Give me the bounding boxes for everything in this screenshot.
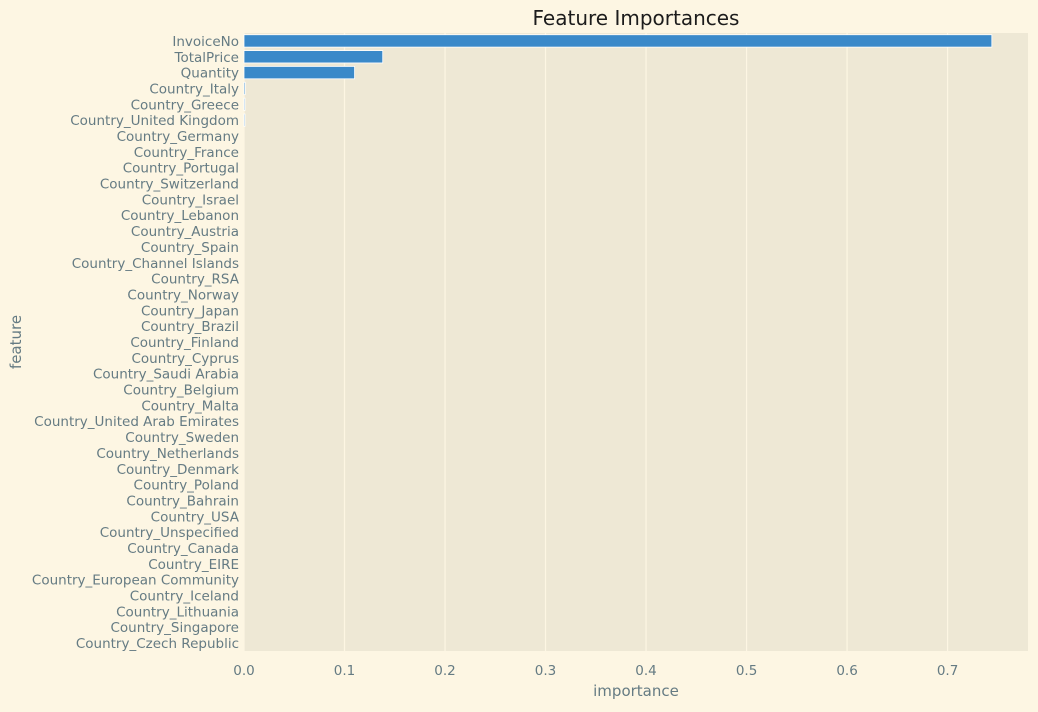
y-tick-label: Country_Norway (127, 287, 239, 303)
y-tick-label: Country_Singapore (111, 620, 240, 636)
x-tick-label: 0.3 (535, 663, 556, 679)
chart-title: Feature Importances (533, 6, 740, 30)
y-tick-label: Country_EIRE (148, 557, 239, 573)
x-tick-label: 0.4 (635, 663, 656, 679)
y-tick-label: Country_Bahrain (126, 493, 239, 509)
y-tick-label: Country_Finland (130, 335, 239, 351)
y-tick-label: Country_Channel Islands (72, 256, 239, 272)
y-tick-label: Country_Unspecified (100, 525, 239, 541)
y-tick-label: Country_United Arab Emirates (34, 414, 239, 430)
y-tick-label: Country_Canada (127, 541, 239, 557)
y-tick-label: Country_Greece (131, 97, 239, 113)
y-tick-label: Country_Lithuania (116, 604, 239, 620)
y-tick-label: Country_Germany (117, 129, 239, 145)
bar (243, 66, 355, 80)
x-tick-label: 0.1 (334, 663, 355, 679)
bar (243, 50, 384, 64)
y-tick-label: Country_USA (151, 509, 240, 525)
y-tick-label: Country_Cyprus (131, 351, 239, 367)
x-tick-label: 0.7 (937, 663, 958, 679)
y-tick-label: Country_Malta (141, 398, 239, 414)
y-tick-label: Country_Saudi Arabia (93, 367, 239, 383)
y-tick-label: Country_Sweden (125, 430, 239, 446)
y-axis-label: feature (7, 315, 25, 369)
y-tick-label: Country_France (134, 145, 239, 161)
x-tick-label: 0.2 (434, 663, 455, 679)
y-tick-label: Country_Austria (131, 224, 239, 240)
x-tick-label: 0.5 (736, 663, 757, 679)
y-tick-label: Country_Poland (134, 478, 239, 494)
y-tick-label: Country_European Community (32, 573, 239, 589)
bar (243, 81, 246, 96)
x-tick-label: 0.0 (233, 663, 254, 679)
y-tick-label: Country_Iceland (130, 589, 239, 605)
y-tick-label: Country_Israel (142, 192, 239, 208)
x-tick-label: 0.6 (836, 663, 857, 679)
plot-area (244, 33, 1028, 651)
y-tick-label: Country_Netherlands (96, 446, 239, 462)
y-tick-label: Country_Portugal (123, 161, 239, 177)
y-tick-label: Country_Czech Republic (76, 636, 239, 652)
y-tick-label: Country_RSA (151, 272, 240, 288)
bar (243, 113, 246, 127)
bar (243, 97, 246, 111)
bar (243, 34, 993, 48)
y-tick-labels: InvoiceNoTotalPriceQuantityCountry_Italy… (32, 34, 240, 652)
y-tick-label: Country_Switzerland (100, 177, 239, 193)
bars (243, 34, 993, 127)
y-tick-label: Country_United Kingdom (70, 113, 239, 129)
y-tick-label: Country_Italy (149, 81, 239, 97)
y-tick-label: TotalPrice (174, 50, 239, 66)
x-tick-labels: 0.0 0.1 0.2 0.3 0.4 0.5 0.6 0.7 (233, 663, 958, 679)
y-tick-label: Country_Belgium (123, 383, 239, 399)
y-tick-label: Country_Lebanon (121, 208, 239, 224)
grid-lines (243, 33, 949, 651)
y-tick-label: Country_Brazil (141, 319, 239, 335)
y-tick-label: InvoiceNo (172, 34, 239, 50)
x-axis-label: importance (593, 682, 679, 700)
y-tick-label: Quantity (181, 66, 239, 82)
y-tick-label: Country_Japan (141, 303, 239, 319)
y-tick-label: Country_Spain (141, 240, 239, 256)
y-tick-label: Country_Denmark (117, 462, 240, 478)
